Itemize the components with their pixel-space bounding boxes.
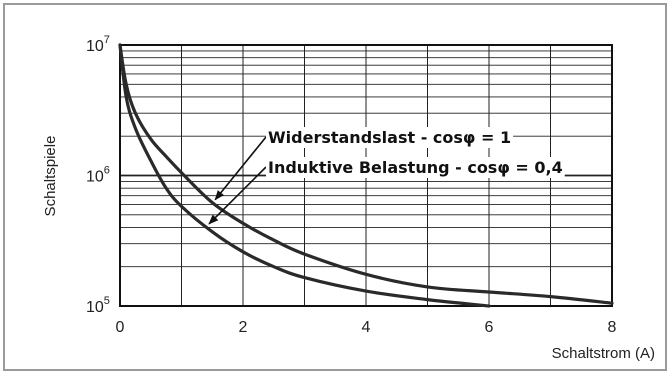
x-tick-label: 6 — [485, 319, 494, 336]
annotation-label: Induktive Belastung - cosφ = 0,4 — [268, 158, 563, 177]
y-tick-label: 107 — [86, 34, 110, 55]
annotation-arrow — [208, 166, 267, 225]
y-tick-exponent: 5 — [104, 295, 110, 307]
x-axis-ticks: 0 2 4 6 8 — [116, 319, 617, 336]
series-line-2 — [118, 43, 491, 308]
annotation-label: Widerstandslast - cosφ = 1 — [268, 128, 511, 147]
x-tick-label: 8 — [608, 319, 617, 336]
grid — [120, 45, 612, 306]
y-tick-label: 106 — [86, 165, 110, 186]
annotation-arrow — [214, 136, 267, 201]
x-tick-label: 4 — [362, 319, 371, 336]
y-axis-ticks: 107 106 105 — [86, 34, 110, 316]
y-tick-label: 105 — [86, 295, 110, 316]
annotations: Widerstandslast - cosφ = 1 Induktive Bela… — [208, 127, 565, 225]
x-tick-label: 2 — [239, 319, 248, 336]
annotation-label-background — [266, 157, 565, 178]
y-tick-exponent: 6 — [104, 165, 110, 177]
series-line-1 — [118, 43, 614, 305]
chart-frame — [3, 3, 667, 371]
y-tick-exponent: 7 — [104, 34, 110, 46]
plot-area-border — [119, 44, 613, 307]
data-curves — [118, 43, 614, 308]
x-tick-label: 0 — [116, 319, 125, 336]
y-axis-title: Schaltspiele — [42, 136, 59, 217]
annotation-label-background — [266, 127, 514, 148]
x-axis-title: Schaltstrom (A) — [552, 345, 655, 362]
